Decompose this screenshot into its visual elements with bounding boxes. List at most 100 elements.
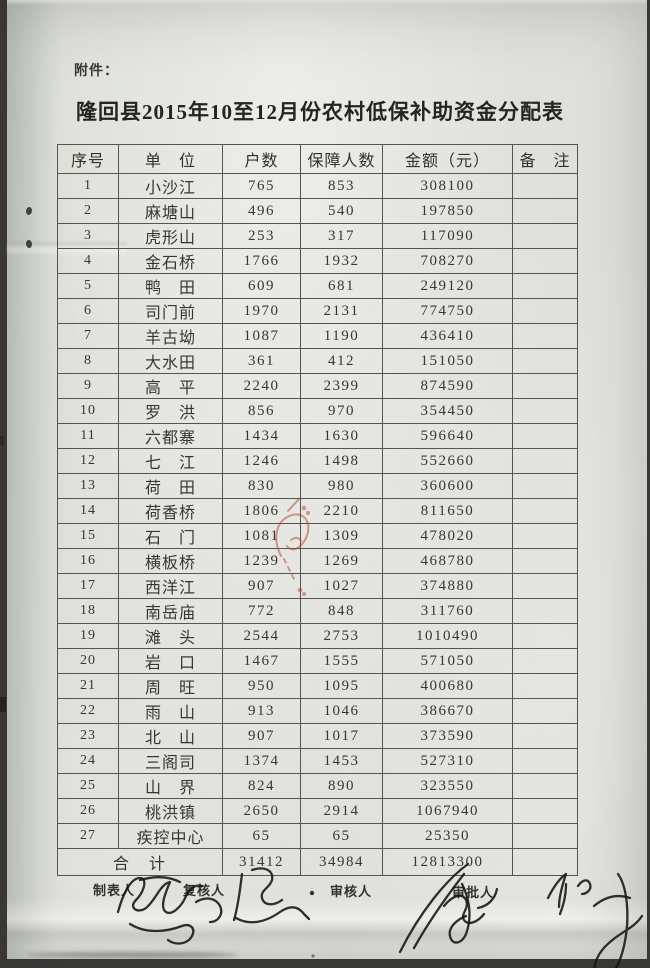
table-row: 15 石 门 1081 1309 478020 [57, 523, 578, 549]
cell-unit: 桃洪镇 [118, 798, 223, 824]
cell-persons: 848 [300, 598, 383, 624]
cell-remark [512, 673, 578, 699]
cell-unit: 北 山 [118, 723, 223, 749]
cell-no: 12 [57, 448, 119, 474]
cell-unit: 周 旺 [118, 673, 223, 699]
header-unit: 单 位 [118, 144, 223, 174]
edge-mark [0, 436, 4, 445]
cell-no: 13 [57, 473, 119, 499]
cell-no: 15 [57, 523, 119, 549]
header-no: 序号 [57, 144, 119, 174]
cell-amount: 811650 [382, 498, 513, 524]
cell-amount: 436410 [382, 323, 513, 349]
table-row: 19 滩 头 2544 2753 1010490 [57, 623, 578, 649]
cell-amount: 478020 [382, 523, 513, 549]
total-amount: 12813300 [382, 848, 513, 876]
cell-remark [512, 398, 578, 424]
cell-households: 1246 [222, 448, 301, 474]
cell-unit: 六都寨 [118, 423, 223, 449]
cell-remark [512, 373, 578, 399]
cell-persons: 1027 [300, 573, 383, 599]
cell-no: 26 [57, 798, 119, 824]
cell-unit: 滩 头 [118, 623, 223, 649]
total-persons: 34984 [300, 848, 383, 876]
cell-remark [512, 598, 578, 624]
cell-households: 609 [222, 273, 301, 299]
cell-amount: 468780 [382, 548, 513, 574]
paper-left-shadow [7, 0, 57, 959]
cell-no: 22 [57, 698, 119, 724]
cell-persons: 970 [300, 398, 383, 424]
cell-households: 1467 [222, 648, 301, 674]
cell-amount: 874590 [382, 373, 513, 399]
cell-unit: 石 门 [118, 523, 223, 549]
table-row: 21 周 旺 950 1095 400680 [57, 673, 578, 699]
approver-label: 审批人 [452, 885, 495, 900]
cell-amount: 1067940 [382, 798, 513, 824]
cell-unit: 荷香桥 [118, 498, 223, 524]
table-row: 8 大水田 361 412 151050 [57, 348, 578, 374]
cell-no: 3 [57, 223, 119, 249]
cell-households: 824 [222, 773, 301, 799]
header-persons: 保障人数 [300, 144, 383, 174]
table-row: 2 麻塘山 496 540 197850 [57, 198, 578, 224]
cell-households: 907 [222, 573, 301, 599]
cell-amount: 400680 [382, 673, 513, 699]
cell-remark [512, 223, 578, 249]
edge-mark [0, 697, 6, 712]
cell-no: 8 [57, 348, 119, 374]
table-row: 27 疾控中心 65 65 25350 [57, 823, 578, 849]
cell-persons: 1269 [300, 548, 383, 574]
cell-remark [512, 498, 578, 524]
cell-unit: 三阁司 [118, 748, 223, 774]
cell-remark [512, 273, 578, 299]
cell-unit: 鸭 田 [118, 273, 223, 299]
total-label: 合 计 [57, 848, 223, 876]
cell-persons: 2210 [300, 498, 383, 524]
table-row: 14 荷香桥 1806 2210 811650 [57, 498, 578, 524]
cell-no: 9 [57, 373, 119, 399]
header-amount: 金额（元） [382, 144, 513, 174]
table-row: 7 羊古坳 1087 1190 436410 [57, 323, 578, 349]
cell-amount: 360600 [382, 473, 513, 499]
cell-persons: 980 [300, 473, 383, 499]
cell-persons: 1630 [300, 423, 383, 449]
cell-no: 4 [57, 248, 119, 274]
cell-amount: 323550 [382, 773, 513, 799]
cell-households: 2240 [222, 373, 301, 399]
cell-amount: 527310 [382, 748, 513, 774]
cell-persons: 1017 [300, 723, 383, 749]
cell-amount: 1010490 [382, 623, 513, 649]
cell-unit: 小沙江 [118, 173, 223, 199]
cell-no: 10 [57, 398, 119, 424]
cell-amount: 774750 [382, 298, 513, 324]
cell-households: 830 [222, 473, 301, 499]
cell-unit: 雨 山 [118, 698, 223, 724]
cell-unit: 山 界 [118, 773, 223, 799]
cell-households: 856 [222, 398, 301, 424]
total-remark [512, 848, 578, 876]
cell-persons: 2914 [300, 798, 383, 824]
cell-unit: 疾控中心 [118, 823, 223, 849]
cell-amount: 117090 [382, 223, 513, 249]
cell-no: 2 [57, 198, 119, 224]
paper-top-highlight [7, 0, 647, 5]
table-row: 16 横板桥 1239 1269 468780 [57, 548, 578, 574]
table-row: 10 罗 洪 856 970 354450 [57, 398, 578, 424]
cell-remark [512, 473, 578, 499]
cell-no: 6 [57, 298, 119, 324]
cell-remark [512, 548, 578, 574]
table-row: 17 西洋江 907 1027 374880 [57, 573, 578, 599]
cell-unit: 大水田 [118, 348, 223, 374]
header-remark: 备 注 [512, 144, 578, 174]
cell-persons: 2131 [300, 298, 383, 324]
cell-persons: 65 [300, 823, 383, 849]
cell-no: 19 [57, 623, 119, 649]
cell-no: 11 [57, 423, 119, 449]
table-row: 6 司门前 1970 2131 774750 [57, 298, 578, 324]
cell-remark [512, 698, 578, 724]
table-row: 23 北 山 907 1017 373590 [57, 723, 578, 749]
cell-no: 27 [57, 823, 119, 849]
cell-households: 1081 [222, 523, 301, 549]
cell-remark [512, 348, 578, 374]
